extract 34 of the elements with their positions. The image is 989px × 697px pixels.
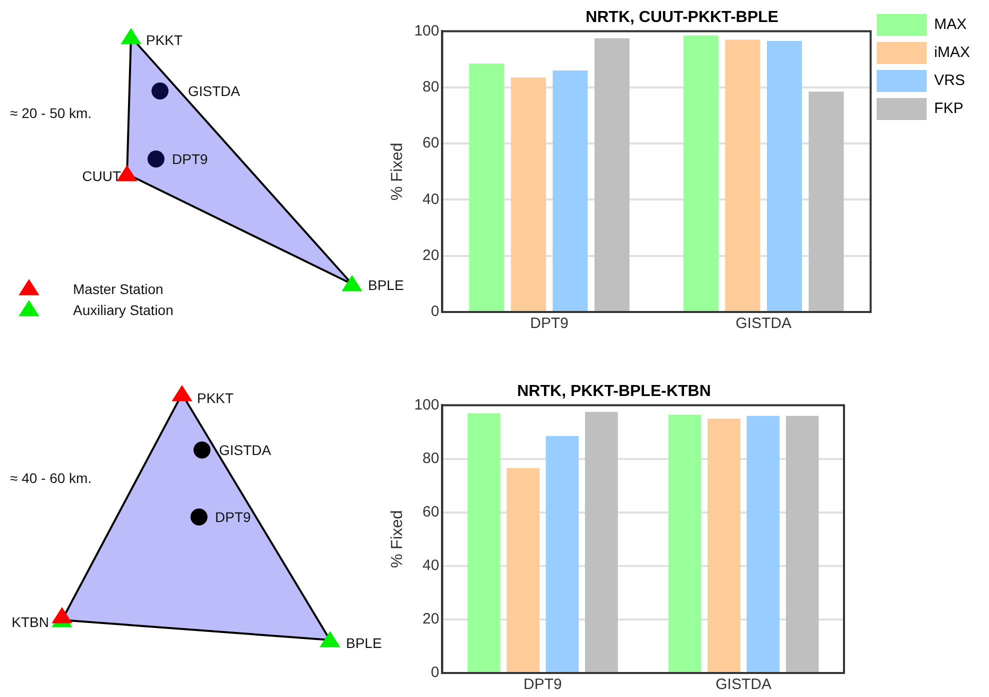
legend-label: VRS (934, 72, 966, 90)
text: BPLE (346, 635, 382, 651)
y-tick-label: 0 (430, 664, 440, 682)
text: ≈ 20 - 50 km. (10, 105, 92, 121)
y-tick-label: 40 (422, 190, 440, 208)
text: Auxiliary Station (73, 302, 174, 318)
y-tick-label: 40 (422, 557, 440, 574)
legend-label: iMAX (934, 44, 970, 62)
text: KTBN (12, 614, 49, 630)
y-tick-label: 60 (422, 503, 440, 520)
legend-label: MAX (934, 16, 967, 34)
y-tick-label: 80 (422, 450, 440, 467)
text: DPT9 (172, 151, 208, 167)
text: GISTDA (188, 83, 240, 99)
text: DPT9 (215, 509, 251, 525)
y-tick-label: 20 (422, 610, 440, 628)
y-tick-label: 20 (422, 246, 440, 264)
text: GISTDA (219, 442, 272, 458)
y-tick-label: 80 (422, 78, 440, 96)
y-axis-title: % Fixed (389, 510, 406, 568)
text: PKKT (197, 390, 234, 406)
text: CUUT (82, 168, 121, 184)
text: BPLE (368, 277, 404, 293)
legend-label: FKP (934, 100, 964, 118)
chart-title: NRTK, PKKT-BPLE-KTBN (517, 383, 711, 400)
y-tick-label: 100 (414, 396, 440, 414)
text: PKKT (146, 32, 183, 48)
y-axis-title: % Fixed (389, 142, 406, 200)
y-tick-label: 0 (430, 303, 440, 320)
y-tick-label: 100 (414, 22, 440, 40)
y-tick-label: 60 (422, 134, 440, 152)
text: Master Station (73, 281, 164, 297)
chart-title: NRTK, CUUT-PKKT-BPLE (586, 9, 779, 26)
text: ≈ 40 - 60 km. (10, 470, 92, 486)
